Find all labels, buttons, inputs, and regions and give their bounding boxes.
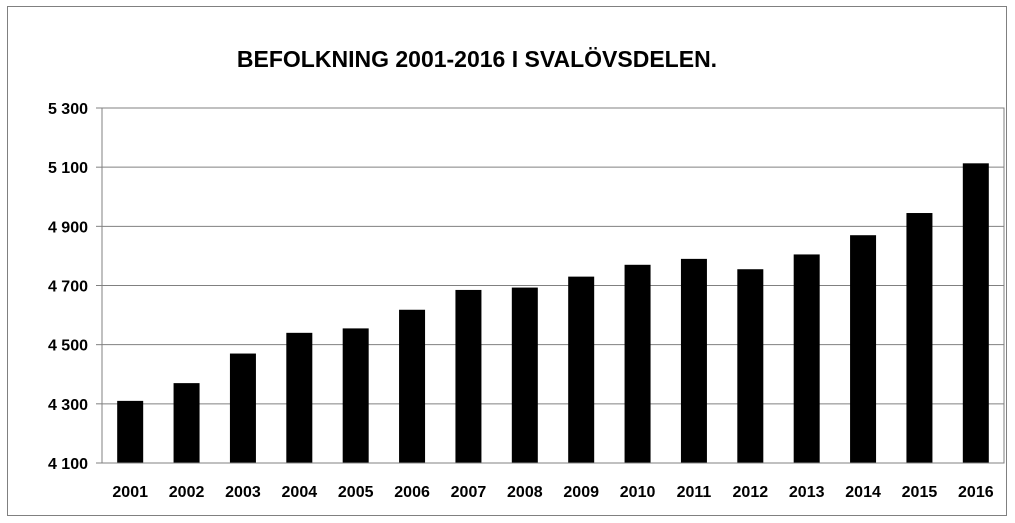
x-tick-label: 2002 xyxy=(169,484,205,501)
bar-2013 xyxy=(793,254,820,463)
x-tick-label: 2015 xyxy=(902,484,938,501)
chart-title: BEFOLKNING 2001-2016 I SVALÖVSDELEN. xyxy=(237,46,717,72)
bar-2009 xyxy=(568,276,595,463)
bar-2007 xyxy=(455,289,482,463)
x-tick-label: 2001 xyxy=(112,484,148,501)
bar-2016 xyxy=(962,163,989,463)
bar-2002 xyxy=(173,383,200,463)
x-tick-label: 2003 xyxy=(225,484,261,501)
y-tick-label: 4 900 xyxy=(48,219,88,236)
x-tick-label: 2013 xyxy=(789,484,825,501)
y-tick-label: 5 100 xyxy=(48,160,88,177)
y-tick-label: 4 100 xyxy=(48,456,88,473)
bar-2010 xyxy=(624,264,651,463)
bar-2012 xyxy=(737,269,764,463)
x-tick-label: 2008 xyxy=(507,484,543,501)
x-tick-label: 2011 xyxy=(677,484,712,501)
bar-2008 xyxy=(511,287,538,463)
x-tick-label: 2006 xyxy=(394,484,430,501)
bar-2005 xyxy=(342,328,369,463)
bar-2003 xyxy=(229,353,256,463)
bar-2015 xyxy=(906,213,933,463)
bar-2004 xyxy=(286,332,313,463)
y-tick-label: 5 300 xyxy=(48,101,88,118)
x-tick-label: 2005 xyxy=(338,484,374,501)
x-tick-label: 2010 xyxy=(620,484,656,501)
x-tick-label: 2004 xyxy=(282,484,318,501)
y-tick-label: 4 700 xyxy=(48,279,88,296)
x-tick-label: 2007 xyxy=(451,484,487,501)
bar-2001 xyxy=(117,400,144,463)
bar-2014 xyxy=(850,235,877,463)
x-tick-label: 2012 xyxy=(733,484,769,501)
y-axis-ticks: 4 100 4 300 4 500 4 700 4 900 5 100 5 300 xyxy=(48,101,102,473)
x-tick-label: 2016 xyxy=(958,484,994,501)
bars xyxy=(117,163,989,463)
plot-area-border xyxy=(101,107,1005,464)
chart-frame xyxy=(7,6,1007,516)
y-tick-label: 4 500 xyxy=(48,338,88,355)
y-tick-label: 4 300 xyxy=(48,397,88,414)
bar-2006 xyxy=(399,309,426,463)
x-tick-label: 2009 xyxy=(563,484,599,501)
x-tick-label: 2014 xyxy=(845,484,881,501)
x-axis-ticks: 2001 2002 2003 2004 2005 2006 2007 2008 2009 2010… xyxy=(112,484,993,501)
bar-2011 xyxy=(680,258,707,463)
